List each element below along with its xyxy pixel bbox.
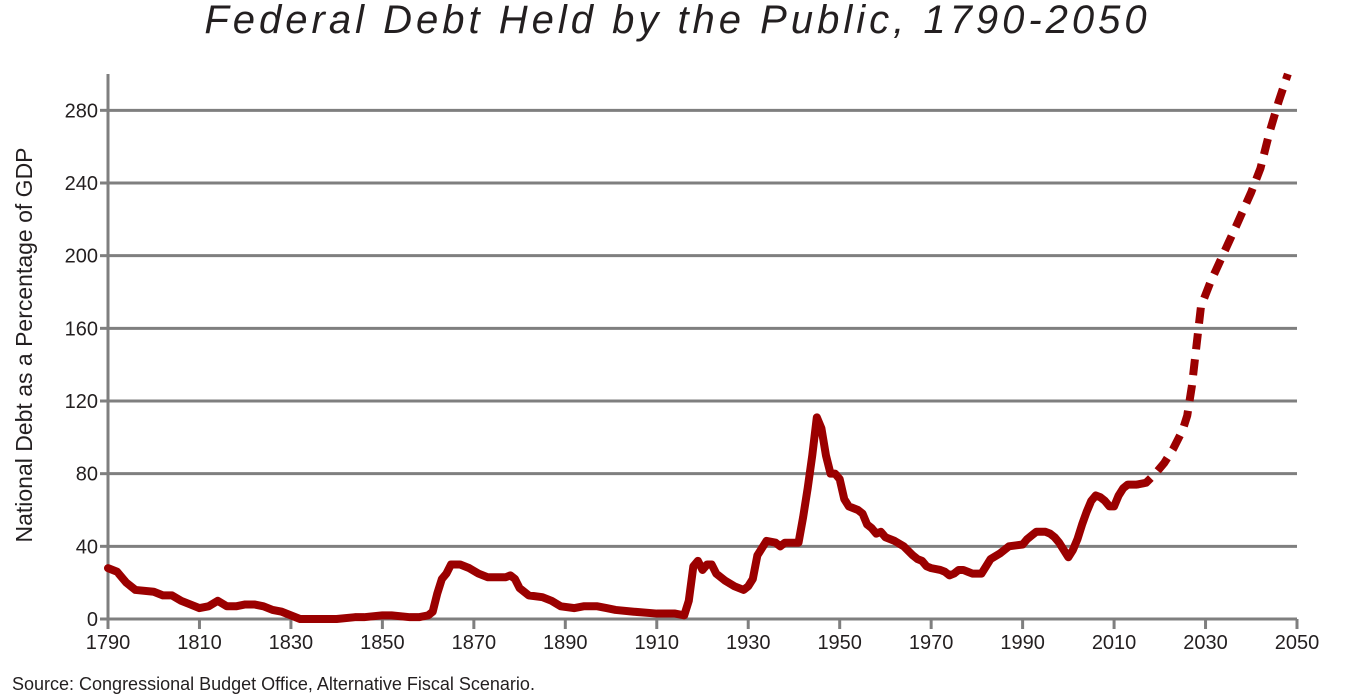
x-tick-label-1790: 1790 xyxy=(86,632,131,654)
y-tick-label-120: 120 xyxy=(65,391,98,413)
x-tick-label-1970: 1970 xyxy=(909,632,954,654)
chart-title: Federal Debt Held by the Public, 1790-20… xyxy=(204,0,1151,42)
x-tick-label-1950: 1950 xyxy=(817,632,862,654)
x-tick-label-1990: 1990 xyxy=(1000,632,1045,654)
x-tick-label-1870: 1870 xyxy=(452,632,497,654)
source-note: Source: Congressional Budget Office, Alt… xyxy=(12,674,535,694)
y-tick-label-240: 240 xyxy=(65,173,98,195)
x-tick-label-2050: 2050 xyxy=(1275,632,1320,654)
y-tick-label-160: 160 xyxy=(65,318,98,340)
series-lines xyxy=(104,72,1292,623)
x-tick-label-1890: 1890 xyxy=(543,632,588,654)
y-tick-label-40: 40 xyxy=(76,536,98,558)
y-axis-title: National Debt as a Percentage of GDP xyxy=(11,147,37,542)
projected-debt-line xyxy=(1136,72,1292,489)
tick-labels: 0 40 80 120 160 200 240 280 1790 1810 1830 1850 1870… xyxy=(65,100,1320,654)
historical-debt-line xyxy=(104,413,1141,623)
x-tick-label-2010: 2010 xyxy=(1092,632,1137,654)
x-tick-label-1930: 1930 xyxy=(726,632,771,654)
y-tick-label-80: 80 xyxy=(76,464,98,486)
y-tick-label-0: 0 xyxy=(87,609,98,631)
x-tick-label-1830: 1830 xyxy=(269,632,314,654)
x-tick-label-1810: 1810 xyxy=(177,632,222,654)
y-tick-label-200: 200 xyxy=(65,246,98,268)
gridlines xyxy=(108,108,1297,548)
x-tick-label-2030: 2030 xyxy=(1183,632,1228,654)
x-tick-label-1850: 1850 xyxy=(360,632,405,654)
x-tick-label-1910: 1910 xyxy=(635,632,680,654)
y-tick-label-280: 280 xyxy=(65,100,98,122)
